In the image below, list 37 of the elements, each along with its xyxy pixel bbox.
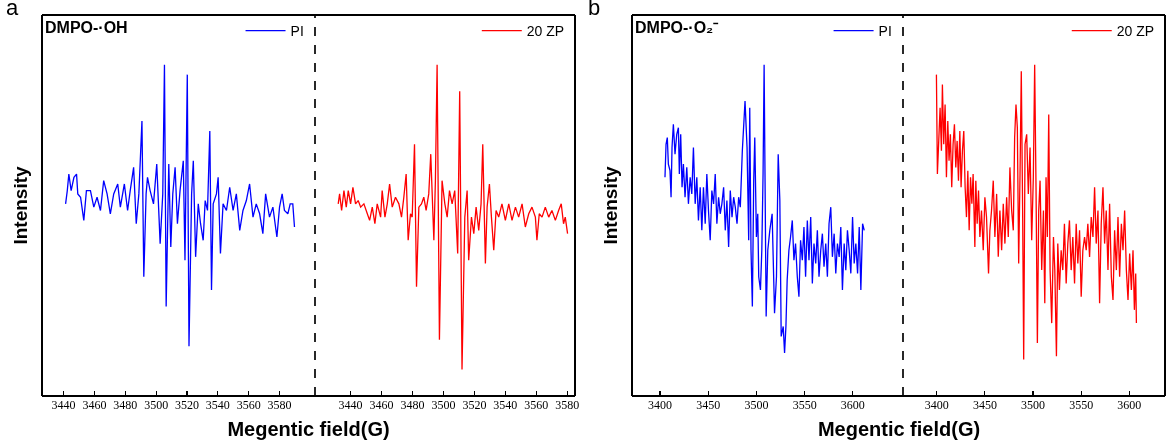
x-tick-label: 3540: [205, 398, 230, 412]
x-tick-label: 3400: [647, 398, 672, 412]
y-axis-title: Intensity: [599, 166, 621, 245]
x-tick-label: 3460: [369, 398, 394, 412]
x-tick-label: 3560: [236, 398, 261, 412]
chart-title: DMPO-·OH: [45, 19, 128, 36]
chart-title: DMPO-·O₂⁻: [635, 19, 720, 36]
x-tick-label: 3600: [840, 398, 865, 412]
text: a: [6, 0, 19, 20]
x-tick-label: 3520: [174, 398, 199, 412]
x-tick-label: 3450: [696, 398, 721, 412]
x-tick-label: 3500: [431, 398, 456, 412]
x-tick-label: 3520: [462, 398, 487, 412]
x-tick-label: 3560: [524, 398, 549, 412]
x-tick-label: 3480: [113, 398, 138, 412]
x-tick-label: 3450: [972, 398, 997, 412]
legend-label: PI: [878, 23, 892, 40]
x-tick-label: 3500: [144, 398, 169, 412]
legend-label: 20 ZP: [526, 23, 565, 40]
x-tick-label: 3440: [338, 398, 363, 412]
x-tick-label: 3480: [400, 398, 425, 412]
x-tick-label: 3550: [1069, 398, 1094, 412]
x-tick-label: 3440: [51, 398, 76, 412]
x-tick-label: 3540: [493, 398, 518, 412]
x-tick-label: 3600: [1117, 398, 1142, 412]
x-axis-title: Megentic field(G): [227, 418, 390, 441]
x-axis-title: Megentic field(G): [817, 418, 981, 441]
y-axis-title: Intensity: [9, 166, 31, 245]
x-tick-label: 3580: [555, 398, 580, 412]
x-tick-label: 3500: [744, 398, 769, 412]
x-tick-label: 3550: [792, 398, 817, 412]
x-tick-label: 3460: [82, 398, 107, 412]
legend-label: PI: [290, 23, 304, 40]
x-tick-label: 3400: [924, 398, 949, 412]
x-tick-label: 3580: [267, 398, 292, 412]
x-tick-label: 3500: [1021, 398, 1046, 412]
legend-label: 20 ZP: [1116, 23, 1155, 40]
